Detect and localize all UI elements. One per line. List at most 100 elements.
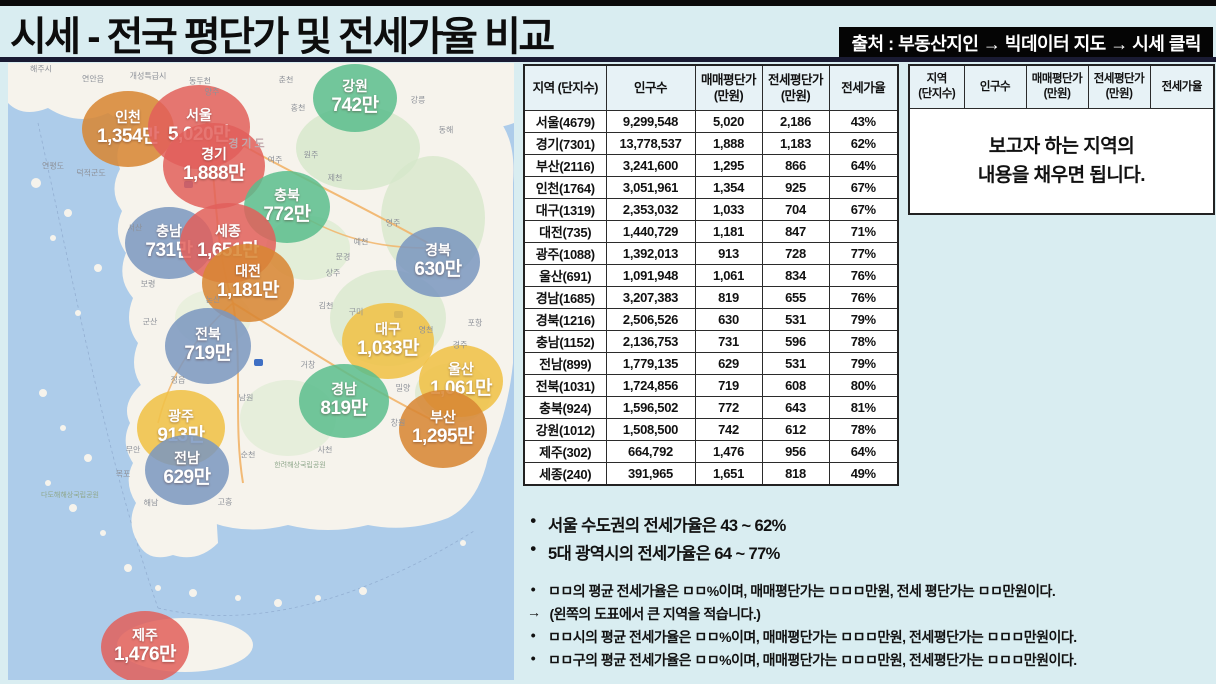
table-cell: 64% xyxy=(828,440,899,463)
bubble-price-value: 1,476만 xyxy=(113,644,177,665)
table-cell: 2,353,032 xyxy=(605,198,696,221)
table-cell: 1,061 xyxy=(694,264,763,287)
table-cell: 643 xyxy=(761,396,830,419)
region-price-table-body: 서울(4679) 9,299,548 5,020 2,186 43% 경기(7301) 13… xyxy=(523,110,899,486)
table-cell: 1,354 xyxy=(694,176,763,199)
region-price-table-header: 지역 (단지수) 인구수 매매평단가 (만원) 전세평단가 (만원) 전세가율 xyxy=(523,64,899,111)
bubble-price-value: 1,354만 xyxy=(96,126,160,147)
table-cell: 강원(1012) xyxy=(523,418,607,441)
table-cell: 대구(1319) xyxy=(523,198,607,221)
table-cell: 광주(1088) xyxy=(523,242,607,265)
table-header-row: 지역 (단지수) 인구수 매매평단가 (만원) 전세평단가 (만원) 전세가율 xyxy=(908,64,1215,109)
bullet-icon: • xyxy=(530,627,536,643)
fill-in-bullets: • ㅁㅁ의 평균 전세가율은 ㅁㅁ%이며, 매매평단가는 ㅁㅁㅁ만원, 전세 평단… xyxy=(527,581,1215,670)
note-text: ㅁㅁ구의 평균 전세가율은 ㅁㅁ%이며, 매매평단가는 ㅁㅁㅁ만원, 전세평단가… xyxy=(548,652,1077,668)
note-line: • 5대 광역시의 전세가율은 64 ~ 77% xyxy=(527,540,1215,564)
bubble-region-name: 서울 xyxy=(186,107,212,124)
bubble-price-value: 742만 xyxy=(331,95,379,116)
column-header-line: (만원) xyxy=(780,89,811,103)
table-cell: 5,020 xyxy=(694,110,763,133)
bullet-icon: • xyxy=(530,512,536,530)
table-cell: 655 xyxy=(761,286,830,309)
table-cell: 3,051,961 xyxy=(605,176,696,199)
column-header-line: 전세가율 xyxy=(841,80,886,95)
table-cell: 64% xyxy=(828,154,899,177)
table-cell: 제주(302) xyxy=(523,440,607,463)
column-header: 전세가율 xyxy=(828,64,899,111)
arrow-prefix: → xyxy=(527,604,541,620)
bubble-price-value: 719만 xyxy=(184,343,232,364)
table-cell: 71% xyxy=(828,220,899,243)
table-row: 강원(1012) 1,508,500 742 612 78% xyxy=(523,418,899,441)
table-cell: 731 xyxy=(694,330,763,353)
table-row: 광주(1088) 1,392,013 913 728 77% xyxy=(523,242,899,265)
column-header: 인구수 xyxy=(963,64,1027,109)
note-text: ㅁㅁ의 평균 전세가율은 ㅁㅁ%이며, 매매평단가는 ㅁㅁㅁ만원, 전세 평단가… xyxy=(548,583,1056,599)
table-cell: 612 xyxy=(761,418,830,441)
table-cell: 1,476 xyxy=(694,440,763,463)
table-row: 경북(1216) 2,506,526 630 531 79% xyxy=(523,308,899,331)
column-header-line: (만원) xyxy=(1043,88,1071,100)
note-text: 서울 수도권의 전세가율은 43 ~ 62% xyxy=(548,517,786,535)
bubble-region-name: 세종 xyxy=(215,223,241,240)
table-cell: 2,186 xyxy=(761,110,830,133)
table-cell: 742 xyxy=(694,418,763,441)
table-row: 세종(240) 391,965 1,651 818 49% xyxy=(523,462,899,486)
table-cell: 79% xyxy=(828,308,899,331)
table-cell: 2,136,753 xyxy=(605,330,696,353)
note-text: (왼쪽의 도표에서 큰 지역을 적습니다.) xyxy=(549,606,761,622)
map-bubble-busan: 부산 1,295만 xyxy=(399,390,487,468)
table-cell: 3,241,600 xyxy=(605,154,696,177)
column-header: 매매평단가 (만원) xyxy=(1025,64,1089,109)
header-divider xyxy=(0,57,1216,62)
table-cell: 울산(691) xyxy=(523,264,607,287)
table-row: 서울(4679) 9,299,548 5,020 2,186 43% xyxy=(523,110,899,133)
bubble-region-name: 인천 xyxy=(115,109,141,126)
column-header: 지역 (단지수) xyxy=(908,64,965,109)
table-cell: 391,965 xyxy=(605,462,696,486)
map-bubble-gyeongnam: 경남 819만 xyxy=(299,364,389,438)
template-note-cell: 보고자 하는 지역의 내용을 채우면 됩니다. xyxy=(908,108,1215,215)
template-note-line: 보고자 하는 지역의 xyxy=(988,135,1135,157)
bubble-region-name: 부산 xyxy=(430,409,456,426)
table-cell: 인천(1764) xyxy=(523,176,607,199)
table-cell: 충남(1152) xyxy=(523,330,607,353)
note-line: → (왼쪽의 도표에서 큰 지역을 적습니다.) xyxy=(527,604,1215,624)
column-header-line: 전세평단가 xyxy=(1093,73,1145,86)
column-header-line: 인구수 xyxy=(633,80,668,95)
table-cell: 부산(2116) xyxy=(523,154,607,177)
report-template-table-header: 지역 (단지수) 인구수 매매평단가 (만원) 전세평단가 (만원) 전세가율 xyxy=(908,64,1215,109)
table-cell: 1,091,948 xyxy=(605,264,696,287)
bubble-price-value: 1,181만 xyxy=(216,280,280,301)
note-line: • 서울 수도권의 전세가율은 43 ~ 62% xyxy=(527,512,1215,536)
table-cell: 충북(924) xyxy=(523,396,607,419)
table-row: 경남(1685) 3,207,383 819 655 76% xyxy=(523,286,899,309)
table-cell: 76% xyxy=(828,264,899,287)
column-header: 매매평단가 (만원) xyxy=(694,64,763,111)
table-cell: 728 xyxy=(761,242,830,265)
column-header-line: 인구수 xyxy=(979,80,1011,93)
table-cell: 2,506,526 xyxy=(605,308,696,331)
table-cell: 1,183 xyxy=(761,132,830,155)
table-cell: 608 xyxy=(761,374,830,397)
table-cell: 866 xyxy=(761,154,830,177)
table-cell: 1,596,502 xyxy=(605,396,696,419)
bubble-price-value: 629만 xyxy=(163,467,211,488)
table-cell: 경북(1216) xyxy=(523,308,607,331)
table-cell: 9,299,548 xyxy=(605,110,696,133)
table-cell: 772 xyxy=(694,396,763,419)
column-header-line: 매매평단가 xyxy=(700,72,757,87)
bubble-region-name: 전북 xyxy=(195,326,221,343)
table-cell: 경기(7301) xyxy=(523,132,607,155)
column-header-line: (만원) xyxy=(713,89,744,103)
table-cell: 전북(1031) xyxy=(523,374,607,397)
table-cell: 62% xyxy=(828,132,899,155)
report-template-table: 지역 (단지수) 인구수 매매평단가 (만원) 전세평단가 (만원) 전세가율 보고자 하는 … xyxy=(908,64,1215,215)
table-cell: 81% xyxy=(828,396,899,419)
column-header-line: 전세평단가 xyxy=(767,72,824,87)
table-row: 인천(1764) 3,051,961 1,354 925 67% xyxy=(523,176,899,199)
column-header: 전세평단가 (만원) xyxy=(1087,64,1151,109)
bubble-region-name: 강원 xyxy=(342,78,368,95)
column-header: 전세평단가 (만원) xyxy=(761,64,830,111)
column-header-line: (만원) xyxy=(1105,88,1133,100)
